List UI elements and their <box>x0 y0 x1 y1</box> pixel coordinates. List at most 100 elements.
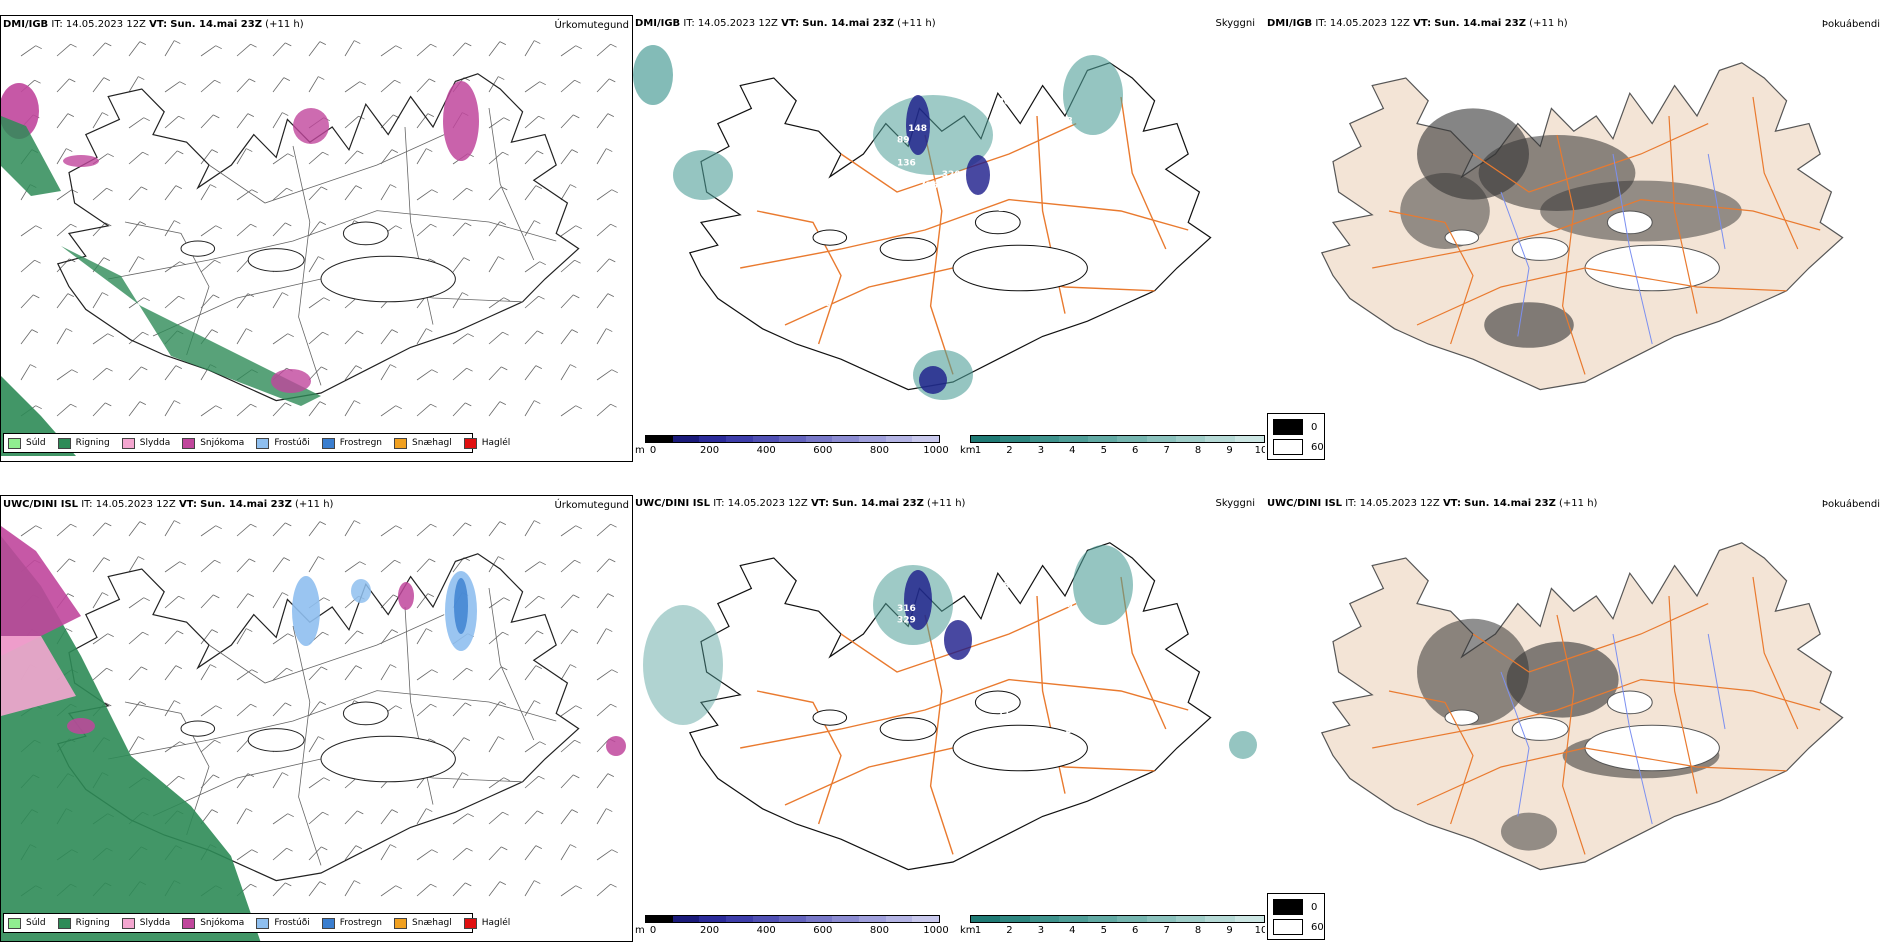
wind-barb-flag <box>30 364 37 368</box>
road-line <box>1556 614 1586 855</box>
wind-barb-flag <box>322 631 329 636</box>
wind-barb <box>236 148 247 165</box>
wind-barb <box>596 558 610 573</box>
wind-barb-flag <box>141 186 148 191</box>
wind-barb <box>380 184 391 201</box>
wind-barb <box>596 113 609 129</box>
scale-tick-label: 200 <box>700 925 720 936</box>
wind-barb-flag <box>210 184 217 188</box>
wind-barb <box>272 153 288 165</box>
legend-swatch <box>463 917 477 929</box>
legend-item: Frostúði <box>256 917 310 929</box>
wind-barb-flag <box>354 520 361 524</box>
wind-barb <box>560 45 576 57</box>
rain-area <box>1 536 261 941</box>
wind-barb-flag <box>538 115 545 120</box>
wind-barb-flag <box>70 223 77 228</box>
wind-barb <box>200 705 216 717</box>
wind-barb-flag <box>321 366 328 371</box>
wind-barb-flag <box>498 556 505 560</box>
wind-barb <box>164 365 177 381</box>
wind-barb <box>308 186 322 201</box>
wind-barb <box>596 293 609 309</box>
wind-barb-flag <box>503 297 510 302</box>
wind-barb <box>200 114 214 129</box>
wind-barb <box>380 149 393 165</box>
precip-map-dmi <box>1 40 618 456</box>
precip-area <box>919 366 947 394</box>
fog-swatch-60 <box>1273 439 1303 455</box>
wind-barb <box>452 772 463 789</box>
wind-barb <box>452 333 468 345</box>
wind-barb <box>524 665 537 681</box>
wind-barb <box>560 594 574 609</box>
wind-barb-flag <box>178 775 185 780</box>
precip-area <box>643 605 723 725</box>
wind-barb <box>560 329 573 345</box>
wind-barb <box>344 520 355 537</box>
scale-segment <box>1029 436 1059 442</box>
wind-barb <box>92 633 108 645</box>
wind-barb-flag <box>282 112 289 116</box>
wind-barb <box>416 403 431 417</box>
precip-area <box>292 576 320 646</box>
wind-barb-flag <box>607 593 615 597</box>
wind-barb <box>56 369 72 381</box>
legend-label: Súld <box>26 918 46 928</box>
wind-barb <box>524 40 535 57</box>
legend-swatch <box>121 917 135 929</box>
wind-barb <box>56 328 67 345</box>
wind-barb <box>128 221 141 237</box>
road-line <box>292 625 322 866</box>
wind-barb <box>560 844 571 861</box>
scale-bar <box>645 915 940 923</box>
wind-barb-flag <box>575 225 582 230</box>
wind-barb-flag <box>213 114 220 119</box>
wind-barb <box>20 259 35 273</box>
wind-barb <box>236 223 251 237</box>
wind-barb-flag <box>318 556 325 560</box>
wind-barb <box>524 81 540 93</box>
wind-barb <box>164 520 175 537</box>
scale-tick-label: 9 <box>1226 445 1233 456</box>
wind-barb-flag <box>501 666 508 671</box>
wind-barb <box>596 738 610 753</box>
wind-barb <box>416 369 432 381</box>
wind-barb <box>236 849 252 861</box>
wind-barb-flag <box>143 597 150 602</box>
scale-segment <box>752 436 780 442</box>
panel-header: UWC/DINI ISL IT: 14.05.2023 12Z VT: Sun.… <box>635 498 966 509</box>
wind-barb-flag <box>502 631 509 636</box>
wind-barb <box>488 777 504 789</box>
glacier-outline <box>180 720 216 737</box>
scale-segment <box>1000 916 1030 922</box>
wind-barb <box>524 330 538 345</box>
iceland-coastline <box>688 542 1212 871</box>
wind-barb-flag <box>319 41 327 45</box>
precip-area <box>1063 55 1123 135</box>
wind-barb-flag <box>502 331 509 336</box>
wind-barb <box>596 703 611 717</box>
precip-panel-dmi: DMI/IGB IT: 14.05.2023 12Z VT: Sun. 14.m… <box>0 15 633 462</box>
wind-barb-flag <box>391 809 399 813</box>
wind-barb <box>308 366 322 381</box>
scale-unit: m <box>635 925 645 936</box>
wind-barb <box>236 403 251 417</box>
wind-barb <box>92 77 105 93</box>
wind-barb <box>200 149 213 165</box>
scale-segment <box>1205 436 1235 442</box>
wind-barb <box>380 405 396 417</box>
wind-barb-flag <box>502 811 509 816</box>
wind-barb <box>344 150 358 165</box>
wind-barb-flag <box>215 525 222 530</box>
wind-barb <box>560 774 574 789</box>
wind-barb <box>200 525 216 537</box>
legend-label: Haglél <box>481 918 511 928</box>
wind-barb-flag <box>142 631 149 636</box>
wind-barb-flag <box>534 520 541 524</box>
wind-barb-flag <box>287 153 294 158</box>
visibility-value-label: 99 <box>791 200 804 210</box>
wind-barb-flag <box>395 885 402 890</box>
wind-barb-flag <box>498 256 505 260</box>
wind-barb <box>560 629 573 645</box>
